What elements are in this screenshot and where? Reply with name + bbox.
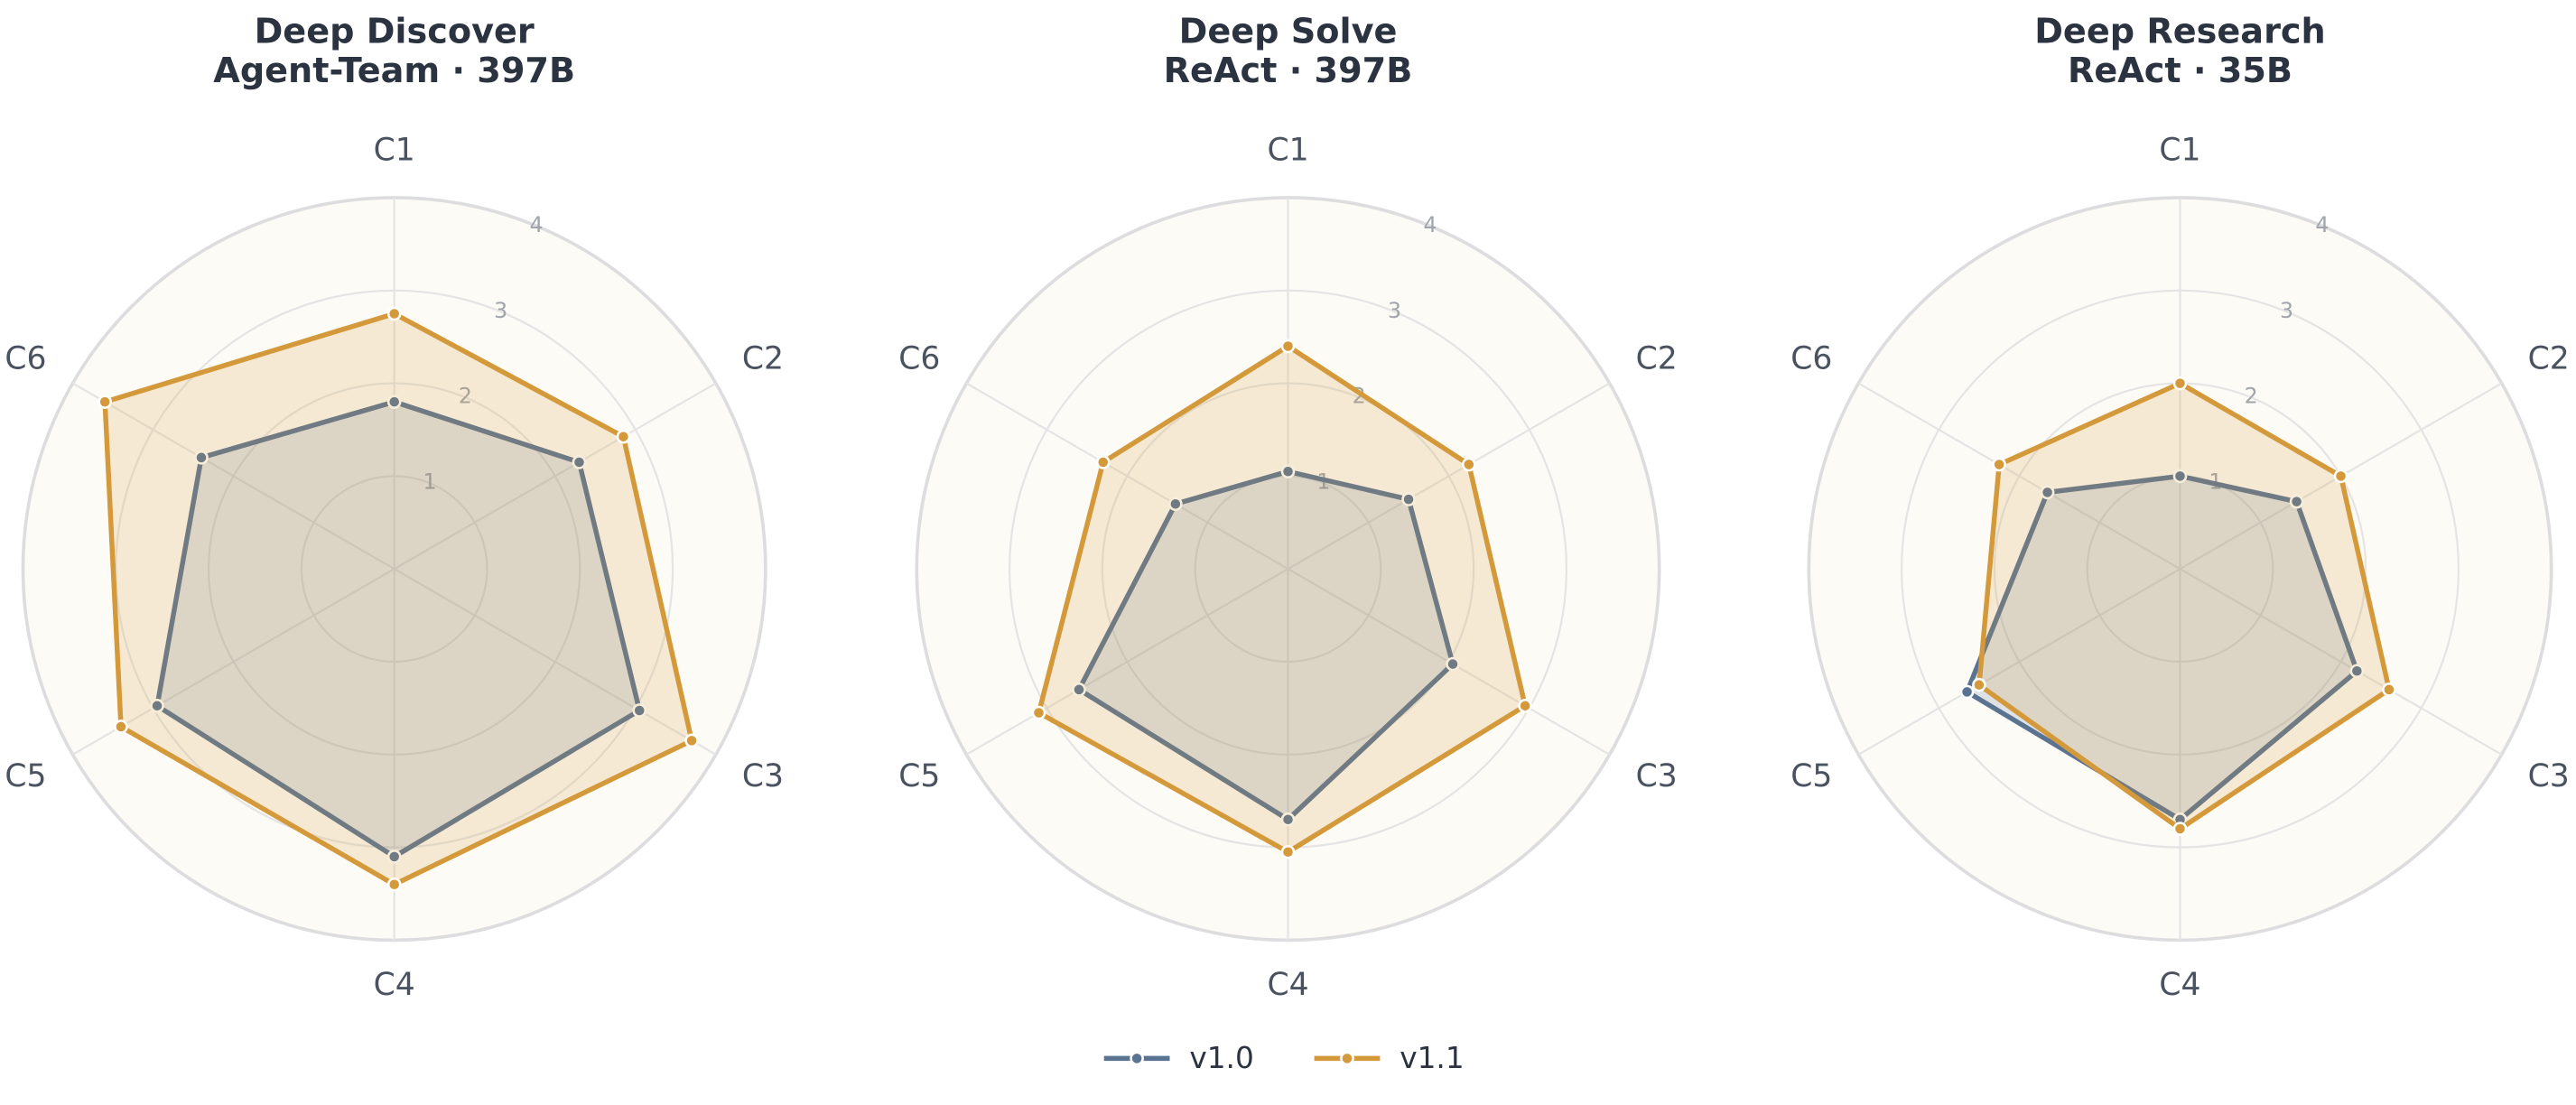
data-point [194, 450, 209, 465]
legend: v1.0 v1.1 [1103, 1041, 1465, 1075]
axis-spoke [1857, 382, 2181, 571]
axis-spoke [965, 568, 1289, 756]
data-point [2289, 494, 2304, 509]
data-point [632, 703, 647, 718]
data-point [572, 455, 587, 469]
data-point [1461, 457, 1476, 472]
data-point [2172, 376, 2188, 391]
chart-title: Deep Research [2034, 13, 2325, 52]
chart-subtitle: ReAct · 397B [1164, 51, 1413, 91]
series-area [1978, 383, 2389, 830]
data-point [1280, 464, 1296, 479]
legend-label: v1.0 [1189, 1041, 1253, 1075]
category-label: C3 [1636, 758, 1678, 794]
r-tick-label: 3 [494, 298, 507, 323]
r-tick-label: 4 [530, 212, 544, 237]
category-label: C4 [374, 967, 415, 1003]
category-label: C2 [742, 341, 784, 377]
category-label: C6 [1790, 341, 1832, 377]
category-label: C1 [374, 133, 415, 169]
chart-subtitle: Agent-Team · 397B [213, 51, 575, 91]
data-point [684, 733, 699, 748]
series-area [1038, 346, 1526, 852]
data-point [150, 699, 164, 713]
chart-subtitle: ReAct · 35B [2068, 51, 2292, 91]
data-point [386, 850, 402, 864]
data-point [1401, 492, 1416, 506]
series-area [1079, 471, 1454, 820]
axis-spoke [394, 382, 717, 571]
data-point [1992, 457, 2007, 472]
axis-spoke [394, 568, 717, 756]
series-area [157, 402, 640, 857]
legend-marker [1340, 1051, 1354, 1066]
category-label: C3 [2528, 758, 2570, 794]
data-point [1972, 677, 1986, 692]
series-area [105, 313, 693, 885]
category-label: C4 [1267, 967, 1308, 1003]
data-point [1518, 699, 1532, 713]
data-point [1280, 339, 1296, 354]
data-point [1280, 844, 1296, 859]
r-tick-label: 3 [1388, 298, 1401, 323]
r-tick-label: 4 [1423, 212, 1437, 237]
series-area [1967, 476, 2357, 820]
data-point [1959, 684, 1975, 700]
data-point [114, 720, 128, 734]
category-label: C5 [1790, 758, 1832, 794]
data-point [1095, 455, 1111, 469]
data-point [1446, 656, 1460, 672]
chart-title: Deep Discover [255, 13, 535, 52]
data-point [386, 877, 402, 892]
category-label: C6 [5, 341, 46, 377]
category-label: C3 [742, 758, 784, 794]
data-point [2040, 485, 2055, 500]
legend-label: v1.1 [1400, 1041, 1464, 1075]
r-tick-label: 4 [2315, 212, 2329, 237]
legend-marker [1130, 1051, 1144, 1066]
r-tick-label: 1 [423, 469, 437, 495]
category-label: C2 [2528, 341, 2570, 377]
data-point [2349, 664, 2365, 679]
chart-title: Deep Solve [1179, 13, 1398, 52]
data-point [1072, 682, 1086, 697]
axis-spoke [1287, 382, 1611, 571]
category-label: C4 [2159, 967, 2200, 1003]
data-point [98, 395, 113, 409]
axis-spoke [965, 382, 1289, 571]
axis-spoke [72, 382, 395, 571]
category-label: C6 [898, 341, 940, 377]
r-tick-label: 2 [459, 384, 472, 409]
axis-spoke [2179, 568, 2503, 756]
category-label: C2 [1636, 341, 1678, 377]
data-point [1168, 497, 1183, 512]
data-point [1031, 705, 1046, 720]
data-point [616, 429, 631, 444]
data-point [386, 306, 402, 321]
data-point [1280, 812, 1296, 827]
data-point [2333, 469, 2348, 484]
r-tick-label: 3 [2280, 298, 2293, 323]
data-point [2172, 469, 2188, 484]
category-label: C1 [2159, 133, 2200, 169]
category-label: C1 [1267, 133, 1308, 169]
category-label: C5 [898, 758, 940, 794]
data-point [2382, 682, 2396, 697]
category-label: C5 [5, 758, 46, 794]
r-tick-label: 2 [2245, 384, 2258, 409]
data-point [386, 395, 402, 409]
axis-spoke [1857, 568, 2181, 756]
data-point [2172, 822, 2188, 836]
